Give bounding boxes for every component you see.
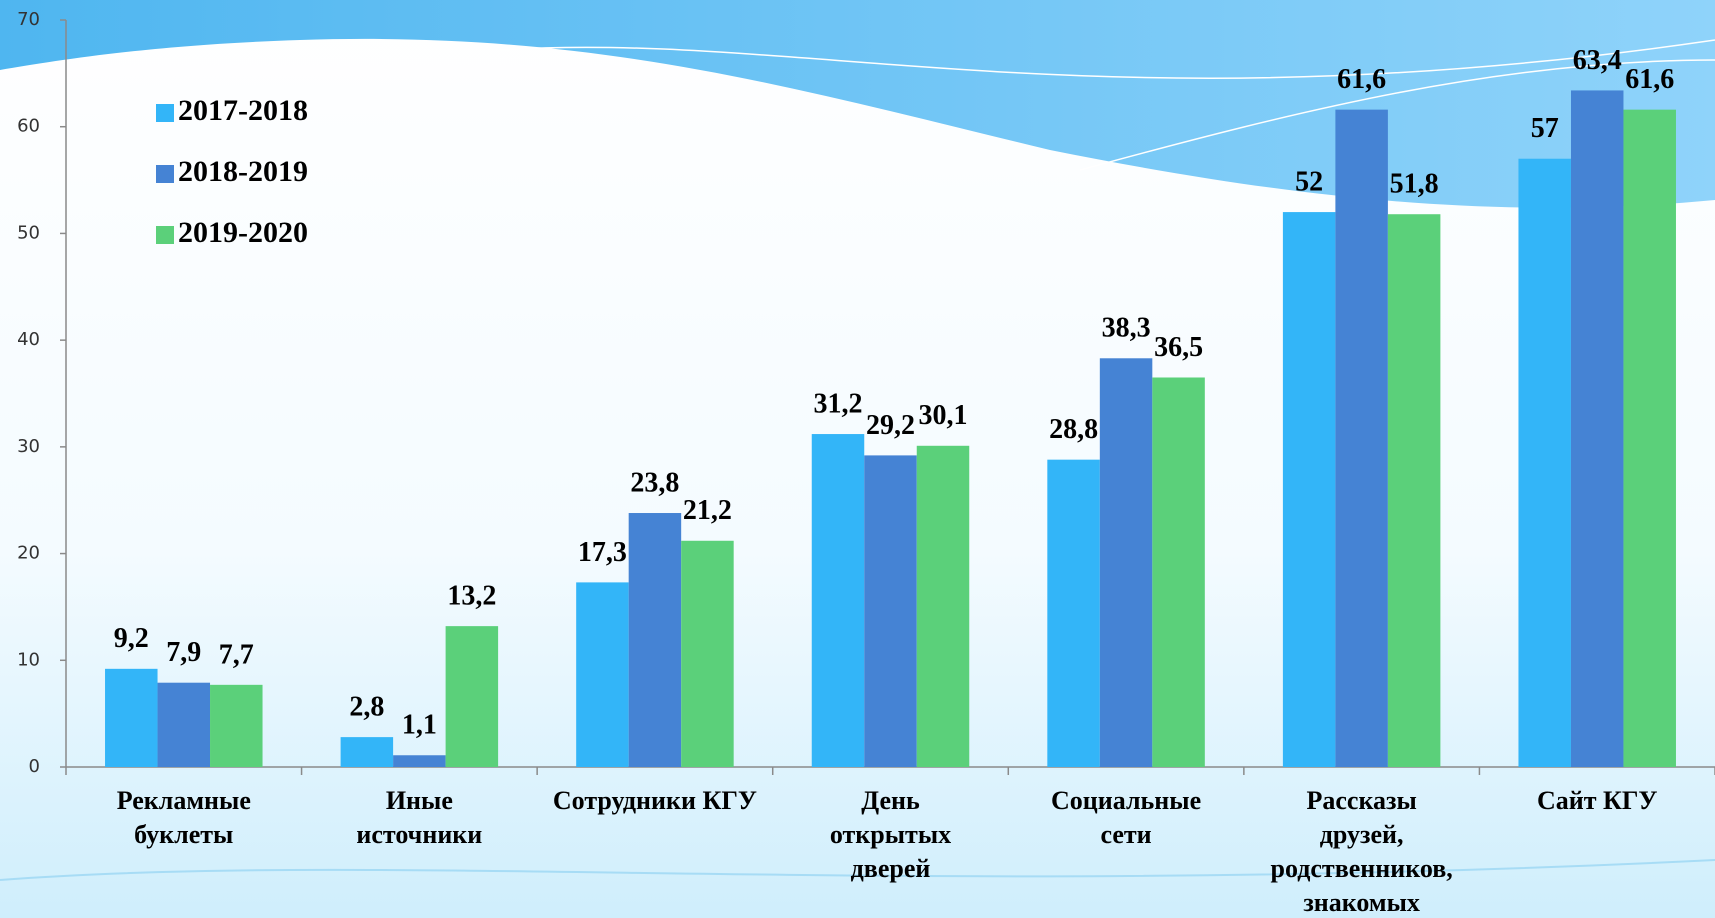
x-tick-label: Рассказы друзей, родственников, знакомых (1271, 786, 1453, 917)
legend-swatch (156, 165, 174, 183)
y-tick-label: 0 (29, 756, 40, 777)
bar (916, 445, 970, 767)
bar (1623, 109, 1676, 767)
bar (681, 540, 734, 767)
bar (393, 755, 446, 767)
data-label: 1,1 (402, 710, 437, 741)
data-label: 9,2 (114, 623, 149, 654)
bar (628, 513, 682, 767)
data-label: 17,3 (578, 537, 627, 568)
x-tick-label: Иные источники (356, 786, 482, 849)
legend-label: 2019-2020 (178, 216, 308, 249)
wave-line (499, 39, 1715, 79)
bar (210, 684, 263, 767)
y-tick-label: 60 (17, 116, 40, 137)
data-label: 52 (1295, 167, 1323, 198)
x-tick-label: Сотрудники КГУ (553, 786, 757, 815)
wave (0, 0, 1715, 208)
wave-line (0, 859, 1715, 881)
data-label: 13,2 (447, 581, 496, 612)
bar (1152, 377, 1205, 767)
y-tick-label: 40 (17, 329, 40, 350)
bar (1570, 90, 1624, 768)
x-tick-label: Рекламные буклеты (117, 786, 251, 849)
bar (340, 737, 394, 767)
bar (811, 434, 865, 767)
data-label: 30,1 (919, 400, 968, 431)
data-label: 7,9 (166, 637, 201, 668)
y-tick-label: 70 (17, 9, 40, 30)
legend-label: 2018-2019 (178, 155, 308, 188)
y-tick-label: 20 (17, 543, 40, 564)
x-tick-label: День открытых дверей (830, 786, 951, 883)
bar (445, 626, 499, 767)
data-label: 21,2 (683, 495, 732, 526)
data-label: 57 (1531, 113, 1559, 144)
data-label: 7,7 (219, 639, 254, 670)
legend-swatch (156, 226, 174, 244)
bar (1047, 459, 1100, 767)
bar (1099, 358, 1153, 767)
data-label: 63,4 (1573, 45, 1622, 76)
x-tick-label: Социальные сети (1051, 786, 1201, 849)
bar (1335, 109, 1388, 767)
data-label: 31,2 (814, 388, 863, 419)
bar (576, 582, 629, 767)
data-label: 23,8 (630, 467, 679, 498)
data-label: 61,6 (1625, 64, 1674, 95)
bar (105, 668, 158, 767)
bar (864, 455, 917, 767)
bar (157, 682, 211, 767)
data-label: 36,5 (1154, 332, 1203, 363)
legend-label: 2017-2018 (178, 94, 308, 127)
bar (1282, 212, 1336, 768)
data-label: 29,2 (866, 410, 915, 441)
data-label: 28,8 (1049, 414, 1098, 445)
data-label: 51,8 (1390, 169, 1439, 200)
bar (1387, 214, 1441, 768)
wave-line (1079, 59, 1715, 171)
data-label: 38,3 (1102, 313, 1151, 344)
bar (1518, 158, 1571, 767)
x-tick-label: Сайт КГУ (1537, 786, 1658, 815)
y-tick-label: 10 (17, 649, 40, 670)
y-tick-label: 30 (17, 436, 40, 457)
data-label: 2,8 (349, 692, 384, 723)
y-tick-label: 50 (17, 222, 40, 243)
legend-swatch (156, 104, 174, 122)
data-label: 61,6 (1337, 64, 1386, 95)
